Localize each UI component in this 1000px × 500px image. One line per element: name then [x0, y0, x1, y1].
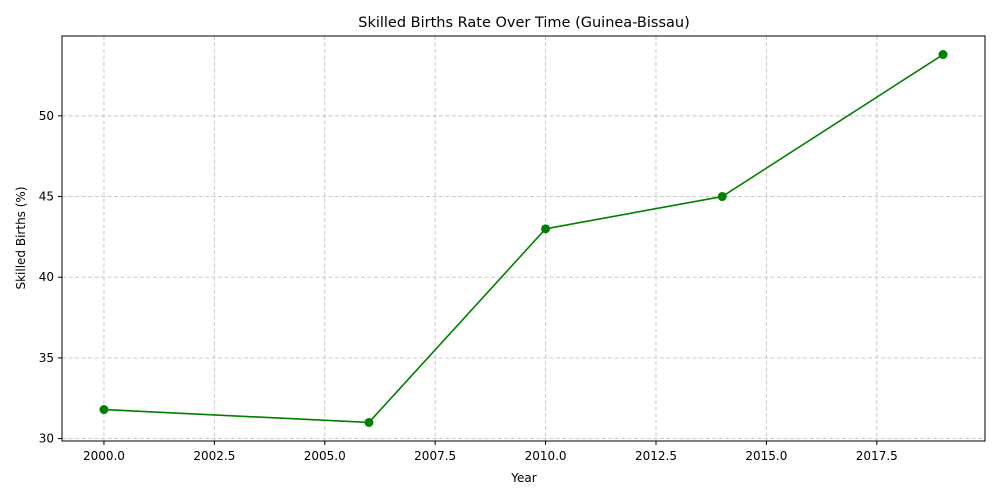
x-tick-label: 2005.0	[304, 449, 346, 463]
chart-title: Skilled Births Rate Over Time (Guinea-Bi…	[358, 15, 689, 31]
x-tick-label: 2015.0	[745, 449, 787, 463]
data-point	[364, 417, 374, 427]
y-tick-label: 50	[39, 109, 54, 123]
y-tick-label: 35	[39, 351, 54, 365]
series-line	[103, 53, 944, 424]
data-point	[717, 192, 727, 202]
x-axis-title: Year	[510, 471, 536, 485]
x-tick-label: 2002.5	[193, 449, 235, 463]
plot-frame	[61, 35, 986, 442]
y-tick-label: 45	[39, 190, 54, 204]
grid	[62, 36, 985, 441]
series-layer	[99, 50, 948, 427]
x-tick-label: 2010.0	[525, 449, 567, 463]
data-point	[99, 405, 109, 415]
x-tick-label: 2017.5	[856, 449, 898, 463]
y-axis: 30 35 40 45 50	[39, 109, 62, 446]
y-tick-label: 40	[39, 270, 54, 284]
data-point	[938, 50, 948, 60]
x-axis: 2000.0 2002.5 2005.0 2007.5 2010.0 2012.5 2015…	[83, 441, 898, 463]
y-axis-title: Skilled Births (%)	[14, 186, 28, 289]
data-point	[541, 224, 551, 234]
x-tick-label: 2000.0	[83, 449, 125, 463]
y-tick-label: 30	[39, 432, 54, 446]
x-tick-label: 2007.5	[414, 449, 456, 463]
x-tick-label: 2012.5	[635, 449, 677, 463]
